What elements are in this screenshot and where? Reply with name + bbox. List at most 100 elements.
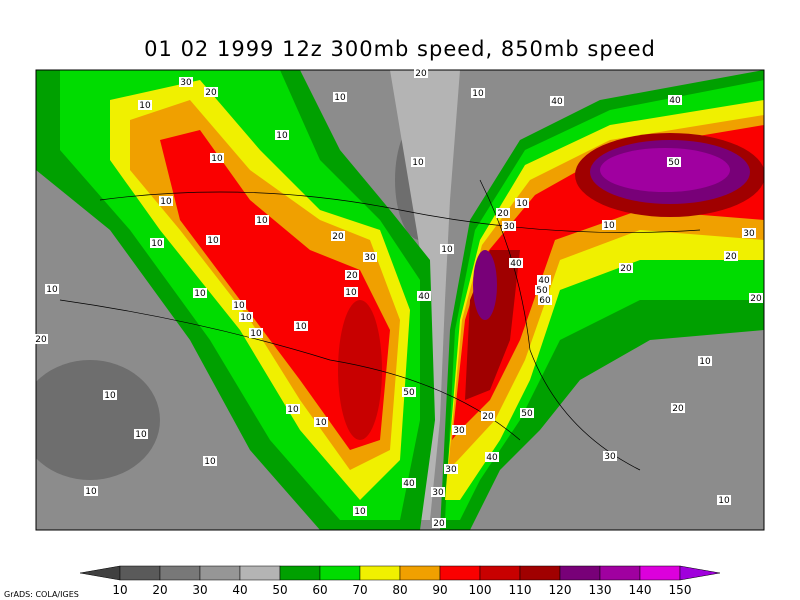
- contour-label-box: [440, 244, 454, 254]
- contour-label-box: [45, 284, 59, 294]
- contour-label: 10: [472, 89, 484, 99]
- contour-label: 20: [332, 232, 344, 242]
- contour-label: 10: [135, 430, 147, 440]
- contour-label: 40: [403, 479, 415, 489]
- contour-label-box: [414, 68, 428, 78]
- contour-label-box: [204, 87, 218, 97]
- contour-label: 10: [412, 158, 424, 168]
- contour-label-box: [717, 495, 731, 505]
- contour-label: 10: [233, 301, 245, 311]
- colorbar-box: [519, 565, 561, 581]
- contour-label: 10: [718, 496, 730, 506]
- contour-label: 20: [672, 404, 684, 414]
- contour-label: 20: [35, 335, 47, 345]
- contour-label-box: [538, 295, 552, 305]
- contour-label-box: [535, 285, 549, 295]
- colorbar-low: [79, 565, 121, 581]
- contour-label: 40: [538, 276, 550, 286]
- contour-label: 20: [346, 271, 358, 281]
- contour-label: 10: [295, 322, 307, 332]
- contour-label-box: [537, 275, 551, 285]
- contour-label-box: [138, 100, 152, 110]
- colorbar-box: [359, 565, 401, 581]
- contour-label-box: [671, 403, 685, 413]
- contour-label: 10: [287, 405, 299, 415]
- contour-label: 50: [403, 388, 415, 398]
- contour-label-box: [34, 334, 48, 344]
- contour-label: 50: [521, 409, 533, 419]
- contour-label-box: [496, 208, 510, 218]
- contour-label: 20: [482, 412, 494, 422]
- contour-label: 10: [256, 216, 268, 226]
- contour-label-box: [353, 506, 367, 516]
- colorbar-box: [279, 565, 321, 581]
- colorbar-label: 100: [469, 583, 492, 597]
- contour-label: 40: [486, 453, 498, 463]
- contour-label: 10: [211, 154, 223, 164]
- contour-label-box: [515, 198, 529, 208]
- contour-label: 10: [315, 418, 327, 428]
- colorbar-label: 150: [669, 583, 692, 597]
- contour-label-box: [667, 157, 681, 167]
- contour-label: 10: [699, 357, 711, 367]
- contour-label-box: [363, 252, 377, 262]
- contour-label-box: [724, 251, 738, 261]
- contour-label-box: [481, 411, 495, 421]
- contour-label: 30: [180, 78, 192, 88]
- contour-label-box: [444, 464, 458, 474]
- contour-label: 10: [345, 288, 357, 298]
- map-frame: [35, 69, 765, 531]
- contour-label: 10: [240, 313, 252, 323]
- contour-label-box: [179, 77, 193, 87]
- colorbar-label: 10: [112, 583, 127, 597]
- colorbar-box: [319, 565, 361, 581]
- contour-label-box: [619, 263, 633, 273]
- colorbar-high: [679, 565, 721, 581]
- title: 01 02 1999 12z 300mb speed, 850mb speed: [144, 37, 656, 61]
- contour-label-box: [206, 235, 220, 245]
- contour-label: 10: [151, 239, 163, 249]
- colorbar-label: 140: [629, 583, 652, 597]
- colorbar-label: 70: [352, 583, 367, 597]
- contour-label: 40: [510, 259, 522, 269]
- colorbar-label: 40: [232, 583, 247, 597]
- contour-label-box: [742, 228, 756, 238]
- contour-label: 10: [603, 221, 615, 231]
- contour-label-box: [193, 288, 207, 298]
- contour-label-box: [502, 221, 516, 231]
- contour-label: 10: [85, 487, 97, 497]
- contour-label: 40: [418, 292, 430, 302]
- contour-label: 10: [207, 236, 219, 246]
- colorbar-box: [439, 565, 481, 581]
- contour-label-box: [239, 312, 253, 322]
- contour-label-box: [431, 487, 445, 497]
- contour-label: 20: [415, 69, 427, 79]
- colorbar-label: 120: [549, 583, 572, 597]
- contour-label-box: [203, 456, 217, 466]
- contour-label-box: [432, 518, 446, 528]
- contour-label: 10: [354, 507, 366, 517]
- contour-label-box: [314, 417, 328, 427]
- contour-label-box: [345, 270, 359, 280]
- contour-label: 10: [46, 285, 58, 295]
- contour-label: 10: [516, 199, 528, 209]
- contour-label: 10: [276, 131, 288, 141]
- contour-label-box: [411, 157, 425, 167]
- contour-label: 10: [194, 289, 206, 299]
- colorbar: 10 20 30 40 50 60 70 80 90 100 110 120 130 140 150: [79, 565, 721, 597]
- contour-label-box: [275, 130, 289, 140]
- contour-label-box: [602, 220, 616, 230]
- contour-label-box: [255, 215, 269, 225]
- contour-label: 40: [551, 97, 563, 107]
- colorbar-label: 90: [432, 583, 447, 597]
- contour-label: 30: [445, 465, 457, 475]
- contour-label: 20: [725, 252, 737, 262]
- contour-label-box: [286, 404, 300, 414]
- colorbar-box: [119, 565, 161, 581]
- contour-label: 20: [620, 264, 632, 274]
- contour-label-box: [210, 153, 224, 163]
- contour-label: 10: [334, 93, 346, 103]
- contour-label-box: [668, 95, 682, 105]
- contour-label: 10: [250, 329, 262, 339]
- colorbar-label: 50: [272, 583, 287, 597]
